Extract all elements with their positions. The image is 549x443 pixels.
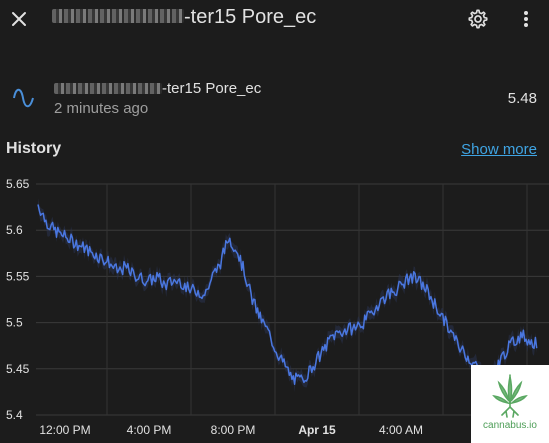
y-tick-label: 5.45 bbox=[6, 362, 30, 376]
x-tick-label: 8:00 PM bbox=[211, 423, 256, 437]
last-changed-text: 2 minutes ago bbox=[54, 100, 149, 117]
entity-name-text: -ter15 Pore_ec bbox=[162, 80, 262, 97]
series-range-band bbox=[38, 198, 537, 393]
entity-value: 5.48 bbox=[507, 90, 537, 107]
gear-icon bbox=[468, 9, 488, 29]
x-tick-label: 4:00 PM bbox=[127, 423, 172, 437]
y-tick-label: 5.55 bbox=[6, 269, 30, 283]
watermark-text: cannabus.io bbox=[483, 420, 537, 431]
y-tick-label: 5.4 bbox=[6, 408, 23, 422]
dialog-title: -ter15 Pore_ec bbox=[52, 6, 316, 29]
sine-wave-icon bbox=[13, 88, 34, 108]
settings-button[interactable] bbox=[463, 4, 493, 34]
x-tick-label: 4:00 AM bbox=[379, 423, 423, 437]
kebab-menu-icon bbox=[524, 11, 528, 27]
history-chart: 5.65 5.6 5.55 5.5 5.45 5.4 12:00 PM 4:00 PM 8:0… bbox=[6, 177, 549, 437]
close-icon bbox=[12, 12, 26, 26]
entity-row: -ter15 Pore_ec 2 minutes ago 5.48 bbox=[0, 72, 549, 128]
redacted-name-block bbox=[52, 9, 184, 24]
cannabus-watermark: cannabus.io bbox=[471, 365, 549, 443]
history-heading: History bbox=[6, 140, 62, 157]
y-axis-labels: 5.65 5.6 5.55 5.5 5.45 5.4 bbox=[6, 177, 30, 422]
entity-name: -ter15 Pore_ec bbox=[54, 80, 261, 97]
cannabis-leaf-logo bbox=[492, 374, 528, 418]
show-more-link[interactable]: Show more bbox=[461, 141, 537, 158]
x-tick-label: Apr 15 bbox=[298, 423, 336, 437]
x-tick-label: 12:00 PM bbox=[39, 423, 90, 437]
close-button[interactable] bbox=[4, 4, 34, 34]
y-tick-label: 5.6 bbox=[6, 223, 23, 237]
redacted-entity-block bbox=[54, 82, 162, 94]
chart-series bbox=[37, 198, 538, 393]
series-line bbox=[37, 204, 538, 385]
more-options-button[interactable] bbox=[511, 4, 541, 34]
dialog-header: -ter15 Pore_ec bbox=[0, 0, 549, 40]
dialog-title-text: -ter15 Pore_ec bbox=[184, 6, 317, 28]
y-tick-label: 5.65 bbox=[6, 177, 30, 191]
y-tick-label: 5.5 bbox=[6, 316, 23, 330]
